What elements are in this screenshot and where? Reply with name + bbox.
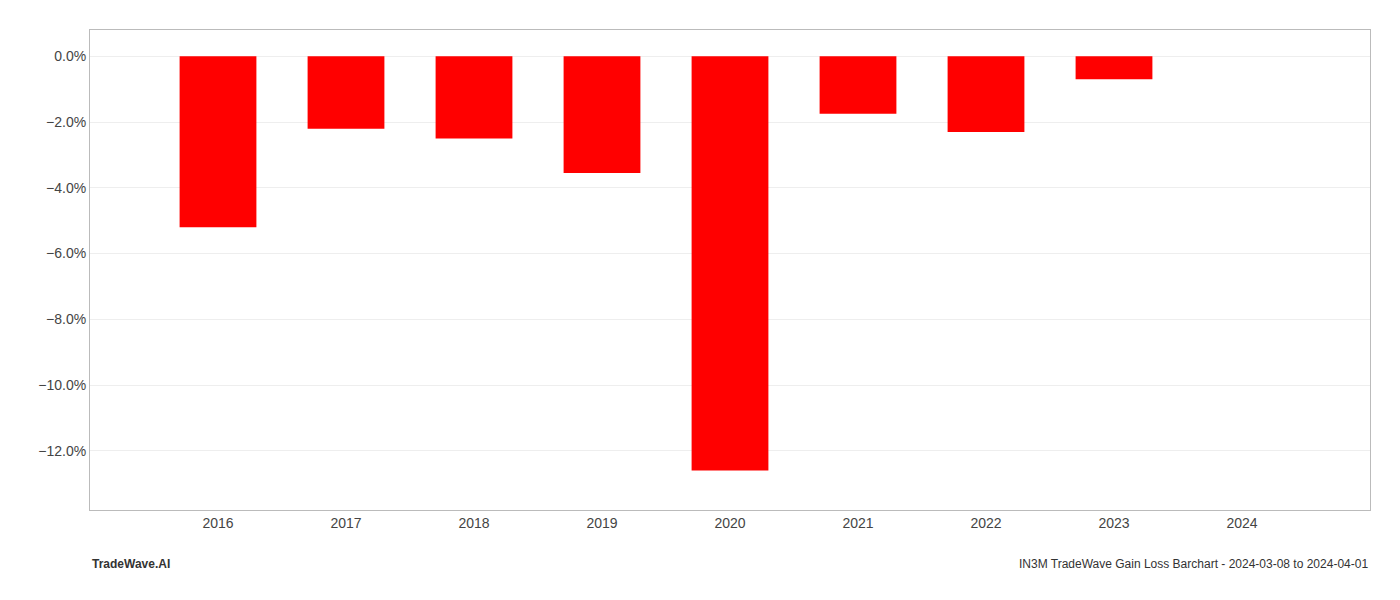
svg-text:2018: 2018: [458, 515, 489, 531]
svg-text:2016: 2016: [202, 515, 233, 531]
svg-text:2020: 2020: [714, 515, 745, 531]
svg-text:2021: 2021: [842, 515, 873, 531]
svg-text:−6.0%: −6.0%: [46, 245, 86, 261]
svg-text:0.0%: 0.0%: [54, 48, 86, 64]
svg-text:−2.0%: −2.0%: [46, 114, 86, 130]
svg-text:TradeWave.AI: TradeWave.AI: [92, 557, 170, 571]
svg-text:−12.0%: −12.0%: [38, 443, 86, 459]
svg-text:2022: 2022: [970, 515, 1001, 531]
svg-text:−4.0%: −4.0%: [46, 180, 86, 196]
svg-text:2023: 2023: [1098, 515, 1129, 531]
svg-text:2019: 2019: [586, 515, 617, 531]
svg-text:IN3M TradeWave Gain Loss Barch: IN3M TradeWave Gain Loss Barchart - 2024…: [1019, 557, 1368, 571]
svg-text:2024: 2024: [1226, 515, 1257, 531]
svg-text:−10.0%: −10.0%: [38, 377, 86, 393]
svg-text:2017: 2017: [330, 515, 361, 531]
svg-text:−8.0%: −8.0%: [46, 311, 86, 327]
